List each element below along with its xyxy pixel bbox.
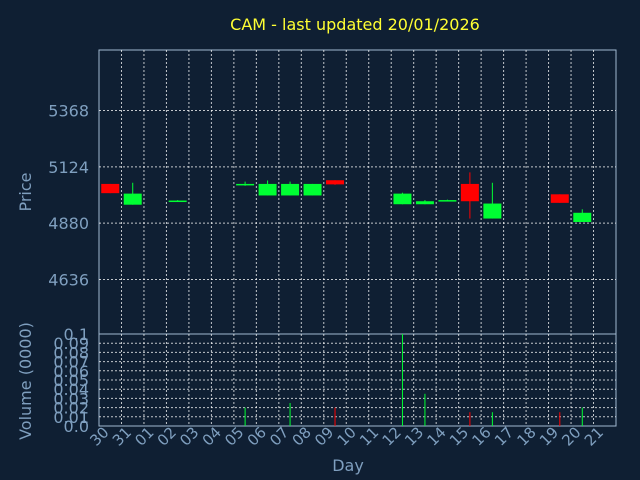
volume-tick-label: 0.08 (53, 343, 89, 362)
x-ticks: 3031010203040506070809101112131415161718… (86, 423, 607, 449)
price-panel: 4636 4880 5124 5368 (48, 49, 617, 335)
x-axis-label: Day (332, 456, 364, 475)
volume-tick-label: 0.04 (53, 380, 89, 399)
candle-body (438, 200, 457, 202)
price-panel-frame (98, 49, 617, 335)
volume-axis-label: Volume (0000) (16, 322, 35, 440)
price-tick-label: 4880 (48, 214, 89, 233)
candle-body (460, 183, 479, 202)
price-tick-label: 5124 (48, 158, 89, 177)
volume-tick-label: 0.06 (53, 362, 89, 381)
volume-tick-label: 0.1 (64, 325, 89, 344)
x-tick-label: 21 (581, 423, 607, 449)
price-tick-label: 5368 (48, 101, 89, 120)
price-grid (99, 50, 616, 334)
candles (101, 172, 592, 223)
volume-tick-label: 0.01 (53, 408, 89, 427)
candle-body (303, 183, 322, 196)
candle-body (236, 183, 255, 186)
volume-y-ticks: 0.00.010.020.030.040.050.060.070.080.090… (53, 325, 89, 436)
candle-body (550, 194, 569, 203)
candle-body (393, 193, 412, 205)
volume-tick-label: 0.09 (53, 334, 89, 353)
candle-body (168, 200, 187, 203)
volume-tick-label: 0.02 (53, 399, 89, 418)
volume-grid (99, 334, 616, 426)
price-y-ticks: 4636 4880 5124 5368 (48, 101, 89, 289)
price-tick-label: 4636 (48, 271, 89, 290)
price-axis-label: Price (16, 172, 35, 211)
candle-body (415, 201, 434, 205)
volume-tick-label: 0.07 (53, 353, 89, 372)
chart-title: CAM - last updated 20/01/2026 (230, 15, 480, 34)
volume-panel: 0.00.010.020.030.040.050.060.070.080.090… (53, 325, 617, 436)
volume-tick-label: 0.05 (53, 371, 89, 390)
volume-bars (244, 334, 583, 426)
volume-tick-label: 0.03 (53, 389, 89, 408)
candle-body (101, 183, 120, 194)
candle-body (483, 203, 502, 219)
candle-body (258, 183, 277, 196)
candle-body (573, 212, 592, 223)
candle-body (281, 183, 300, 196)
volume-tick-label: 0.0 (64, 417, 89, 436)
candle-body (123, 193, 142, 205)
candle-body (326, 180, 345, 185)
